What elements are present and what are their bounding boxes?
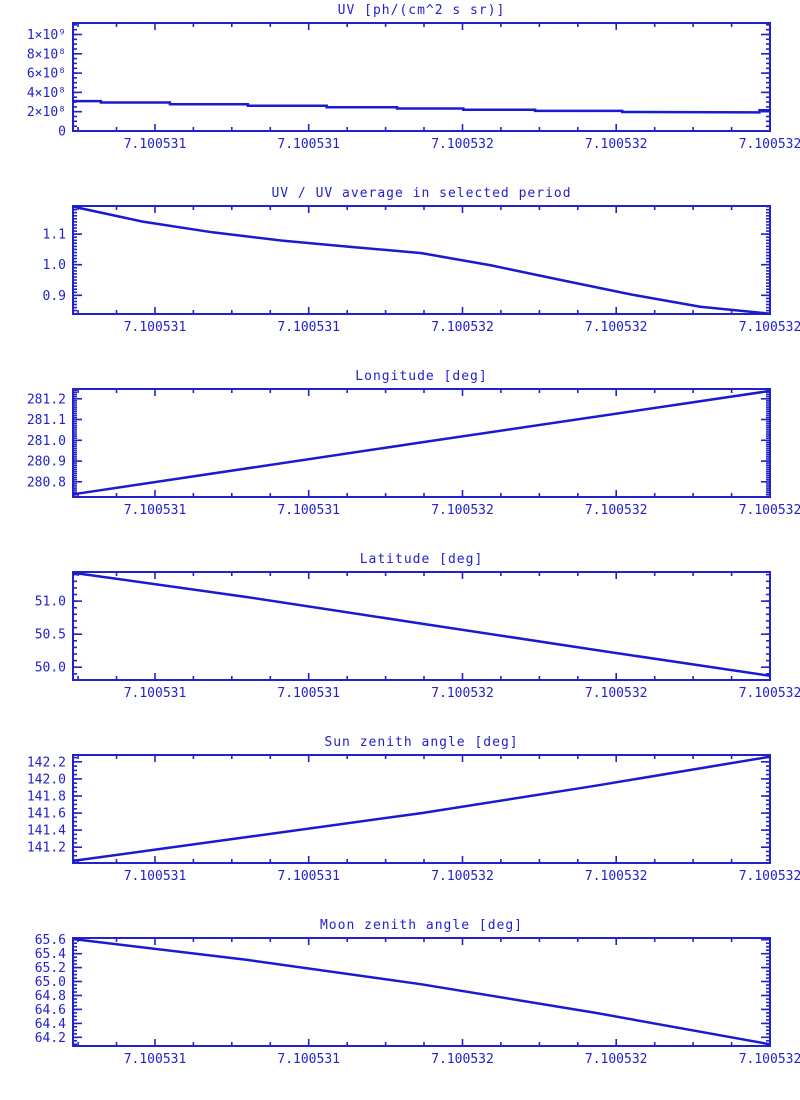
panel-title-moon-zenith: Moon zenith angle [deg]	[319, 918, 523, 933]
svg-text:7.100531: 7.100531	[124, 869, 187, 884]
panel-uv-ratio: UV / UV average in selected period 0.9 1.…	[0, 184, 800, 367]
panel-title-uv-ratio: UV / UV average in selected period	[271, 186, 572, 201]
svg-text:141.8: 141.8	[27, 790, 66, 805]
svg-text:7.100532: 7.100532	[431, 320, 494, 335]
panel-title-sun-zenith: Sun zenith angle [deg]	[324, 735, 519, 750]
svg-text:7.100532: 7.100532	[431, 137, 494, 152]
svg-text:7.100532: 7.100532	[585, 869, 648, 884]
svg-text:7.100532: 7.100532	[431, 686, 494, 701]
longitude-plot-canvas: 280.8 280.9 281.0 281.1 281.2 7.100531 7.10053…	[27, 388, 800, 518]
svg-text:1.1: 1.1	[43, 228, 66, 243]
sun-zenith-plot-canvas: 141.2 141.4 141.6 141.8 142.0 142.2 7.100531 7.…	[27, 754, 800, 884]
svg-text:281.1: 281.1	[27, 413, 66, 428]
svg-text:50.0: 50.0	[35, 661, 66, 676]
svg-text:7.100532: 7.100532	[585, 686, 648, 701]
svg-text:7.100531: 7.100531	[277, 686, 340, 701]
svg-text:142.2: 142.2	[27, 755, 66, 770]
svg-text:281.2: 281.2	[27, 392, 66, 407]
svg-text:65.4: 65.4	[35, 947, 66, 962]
panel-title-longitude: Longitude [deg]	[355, 369, 488, 384]
svg-text:7.100531: 7.100531	[124, 1052, 187, 1067]
svg-text:7.100532: 7.100532	[585, 1052, 648, 1067]
panel-latitude: Latitude [deg] 50.0 50.5 51.0 7.100531 7.100…	[0, 550, 800, 733]
svg-text:65.0: 65.0	[35, 975, 66, 990]
svg-text:281.0: 281.0	[27, 434, 66, 449]
svg-text:64.8: 64.8	[35, 989, 66, 1004]
uv-plot-canvas: 0 2×10⁸ 4×10⁸ 6×10⁸ 8×10⁸ 1×10⁹ 7.100531 7.1005…	[27, 22, 800, 152]
svg-text:7.100532: 7.100532	[739, 503, 800, 518]
svg-text:7.100532: 7.100532	[585, 503, 648, 518]
svg-text:7.100532: 7.100532	[431, 503, 494, 518]
svg-text:50.5: 50.5	[35, 628, 66, 643]
panel-title-latitude: Latitude [deg]	[359, 552, 484, 567]
svg-text:7.100531: 7.100531	[124, 137, 187, 152]
latitude-plot-canvas: 50.0 50.5 51.0 7.100531 7.100531 7.100532 7.10…	[35, 571, 800, 701]
svg-text:4×10⁸: 4×10⁸	[27, 86, 66, 101]
svg-text:8×10⁸: 8×10⁸	[27, 47, 66, 62]
svg-text:7.100532: 7.100532	[739, 320, 800, 335]
panel-longitude: Longitude [deg] 280.8 280.9 281.0 281.1 281.…	[0, 367, 800, 550]
svg-text:7.100532: 7.100532	[585, 320, 648, 335]
svg-text:7.100531: 7.100531	[277, 1052, 340, 1067]
panel-moon-zenith: Moon zenith angle [deg] 64.2 64.4 64.6 64.8…	[0, 916, 800, 1099]
svg-text:64.4: 64.4	[35, 1017, 66, 1032]
svg-text:7.100532: 7.100532	[585, 137, 648, 152]
svg-text:7.100531: 7.100531	[277, 137, 340, 152]
svg-text:7.100532: 7.100532	[739, 686, 800, 701]
svg-text:7.100532: 7.100532	[431, 1052, 494, 1067]
moon-zenith-plot-canvas: 64.264.464.664.865.065.265.465.6 7.100531…	[35, 933, 800, 1067]
svg-text:64.2: 64.2	[35, 1031, 66, 1046]
svg-text:7.100531: 7.100531	[124, 503, 187, 518]
svg-text:280.8: 280.8	[27, 475, 66, 490]
svg-text:7.100531: 7.100531	[124, 320, 187, 335]
svg-text:65.6: 65.6	[35, 933, 66, 948]
svg-text:7.100532: 7.100532	[739, 137, 800, 152]
svg-text:0.9: 0.9	[43, 289, 66, 304]
svg-text:1×10⁹: 1×10⁹	[27, 28, 66, 43]
svg-text:141.4: 141.4	[27, 824, 66, 839]
svg-text:7.100532: 7.100532	[739, 1052, 800, 1067]
svg-text:141.2: 141.2	[27, 841, 66, 856]
uv-ratio-plot-canvas: 0.9 1.0 1.1 7.100531 7.100531 7.100532 7.10053…	[43, 205, 800, 335]
svg-text:142.0: 142.0	[27, 772, 66, 787]
svg-text:7.100531: 7.100531	[277, 869, 340, 884]
svg-text:280.9: 280.9	[27, 455, 66, 470]
svg-text:6×10⁸: 6×10⁸	[27, 67, 66, 82]
svg-text:64.6: 64.6	[35, 1003, 66, 1018]
svg-text:141.6: 141.6	[27, 807, 66, 822]
svg-text:7.100531: 7.100531	[277, 320, 340, 335]
svg-text:0: 0	[58, 125, 66, 140]
panel-uv: UV [ph/(cm^2 s sr)] 0 2×10⁸ 4×10⁸ 6×10⁸ 8×10…	[0, 1, 800, 184]
svg-text:7.100531: 7.100531	[124, 686, 187, 701]
svg-text:7.100532: 7.100532	[431, 869, 494, 884]
svg-text:65.2: 65.2	[35, 961, 66, 976]
panel-sun-zenith: Sun zenith angle [deg] 141.2 141.4 141.6 14…	[0, 733, 800, 916]
panel-title-uv: UV [ph/(cm^2 s sr)]	[337, 3, 506, 18]
svg-text:2×10⁸: 2×10⁸	[27, 105, 66, 120]
svg-text:1.0: 1.0	[43, 258, 66, 273]
svg-text:7.100532: 7.100532	[739, 869, 800, 884]
svg-text:51.0: 51.0	[35, 595, 66, 610]
svg-text:7.100531: 7.100531	[277, 503, 340, 518]
